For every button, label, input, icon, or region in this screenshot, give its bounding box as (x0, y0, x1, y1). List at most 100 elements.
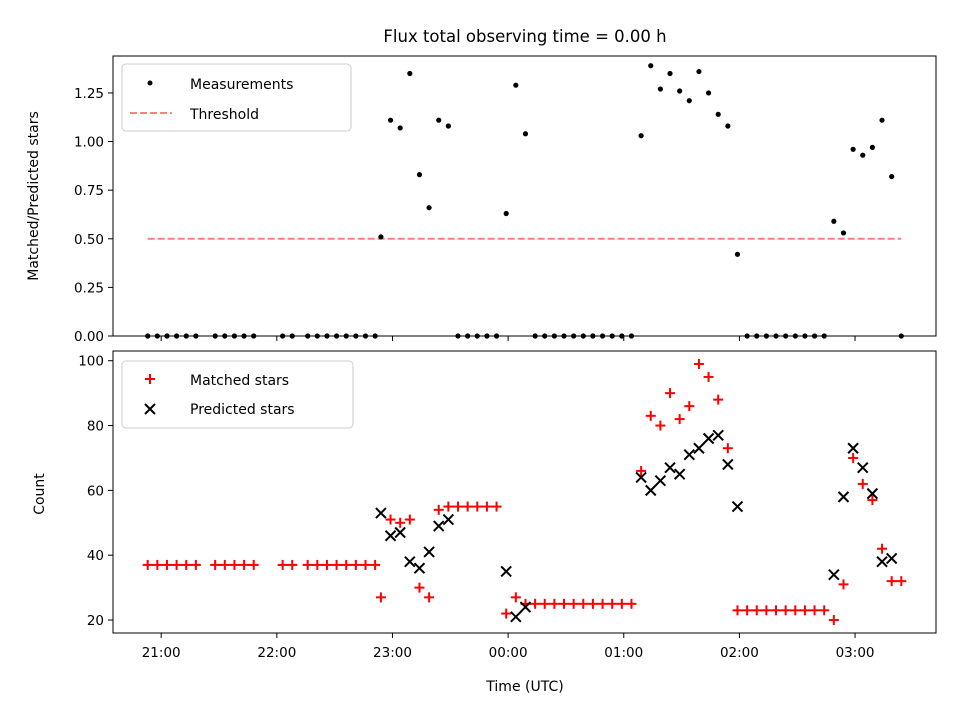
predicted-star-point (510, 611, 522, 623)
matched-star-point (751, 605, 762, 616)
measurement-point (734, 251, 741, 257)
legend-measurements-label: Measurements (190, 77, 293, 93)
predicted-star-point (876, 555, 888, 568)
matched-star-point (190, 559, 201, 570)
predicted-star-point (664, 461, 676, 474)
bottom-y-axis-label: Count (32, 473, 48, 515)
matched-star-point (761, 605, 772, 616)
matched-star-point (655, 420, 666, 431)
matched-star-point (302, 559, 313, 570)
matched-star-point (742, 605, 753, 616)
measurement-point (831, 218, 837, 224)
matched-star-point (838, 579, 849, 590)
predicted-star-point (413, 562, 426, 574)
predicted-star-point (885, 552, 898, 565)
bottom-x-ticks: 21:00 22:00 23:00 00:00 01:00 02:00 03:00 (142, 633, 875, 661)
matched-star-point (607, 598, 618, 609)
matched-star-point (530, 598, 541, 609)
y-tick-label: 1.25 (74, 86, 104, 102)
predicted-star-point (384, 530, 397, 542)
matched-star-point (161, 559, 172, 570)
measurement-point (378, 234, 384, 240)
matched-star-point (645, 410, 656, 421)
matched-star-point (510, 592, 521, 603)
y-tick-label: 100 (78, 354, 104, 370)
predicted-star-point (847, 442, 859, 454)
predicted-star-point (693, 442, 705, 454)
y-tick-label: 20 (87, 613, 104, 629)
matched-star-point (491, 501, 502, 512)
predicted-star-point (683, 449, 695, 461)
matched-star-point (587, 598, 598, 609)
measurement-point (879, 117, 885, 123)
measurement-point (657, 86, 663, 92)
matched-star-point (229, 559, 240, 570)
bottom-legend-box (121, 360, 354, 429)
matched-star-point (404, 514, 415, 525)
matched-star-point (277, 559, 288, 570)
predicted-star-point (866, 487, 879, 500)
matched-star-point (877, 543, 888, 554)
matched-star-point (578, 598, 589, 609)
measurement-point (638, 133, 644, 139)
predicted-star-point (635, 471, 647, 484)
x-tick-label: 00:00 (489, 645, 528, 661)
matched-star-point (819, 605, 830, 616)
measurement-point (677, 88, 683, 94)
matched-star-point (636, 465, 647, 476)
matched-star-point (219, 559, 230, 570)
matched-star-point (210, 559, 221, 570)
measurement-point (407, 70, 413, 77)
bottom-marks (142, 358, 907, 626)
matched-star-point (713, 394, 724, 405)
matched-star-point (152, 559, 163, 570)
matched-star-point (848, 452, 859, 463)
measurement-point (436, 117, 442, 123)
bottom-axes-frame (112, 350, 937, 634)
matched-star-point (684, 401, 695, 412)
measurement-point (686, 98, 692, 104)
legend-threshold-label: Threshold (189, 107, 259, 123)
measurement-point (397, 125, 403, 131)
measurement-point (426, 205, 432, 211)
matched-star-point (568, 598, 579, 609)
matched-star-point (239, 559, 250, 570)
legend-matched-label: Matched stars (190, 373, 289, 389)
matched-star-point (616, 598, 627, 609)
matched-star-point (375, 592, 386, 603)
predicted-star-point (712, 429, 724, 441)
predicted-star-point (442, 513, 455, 526)
bottom-panel: 20 40 60 80 100 21:00 22:00 23:00 00:00 01:00 02:… (32, 350, 937, 695)
matched-star-point (809, 605, 820, 616)
x-axis-label: Time (UTC) (485, 679, 563, 695)
matched-star-point (539, 598, 550, 609)
matched-star-point (732, 605, 743, 616)
matched-star-point (501, 608, 512, 619)
predicted-star-point (673, 468, 686, 480)
predicted-star-point (828, 568, 840, 581)
matched-star-point (331, 559, 342, 570)
x-tick-label: 23:00 (373, 645, 412, 661)
matched-star-point (549, 598, 560, 609)
matched-star-point (350, 559, 361, 570)
y-tick-label: 0.75 (74, 183, 104, 199)
matched-star-point (674, 414, 685, 425)
predicted-star-point (654, 474, 667, 487)
y-tick-label: 60 (87, 483, 104, 499)
predicted-star-point (722, 458, 734, 471)
y-tick-label: 0.00 (74, 329, 104, 345)
matched-star-point (693, 358, 704, 369)
matched-star-point (559, 598, 570, 609)
top-legend: Measurements Threshold (121, 63, 352, 132)
matched-star-point (424, 592, 435, 603)
top-legend-box (121, 63, 352, 132)
matched-star-point (771, 605, 782, 616)
bottom-y-ticks: 20 40 60 80 100 (78, 354, 113, 629)
matched-star-point (287, 559, 298, 570)
y-tick-label: 80 (87, 419, 104, 435)
measurement-point (513, 82, 519, 88)
measurement-point (889, 173, 895, 180)
bottom-legend: Matched stars Predicted stars (121, 360, 354, 429)
matched-star-point (414, 582, 425, 593)
matched-star-point (341, 559, 352, 570)
